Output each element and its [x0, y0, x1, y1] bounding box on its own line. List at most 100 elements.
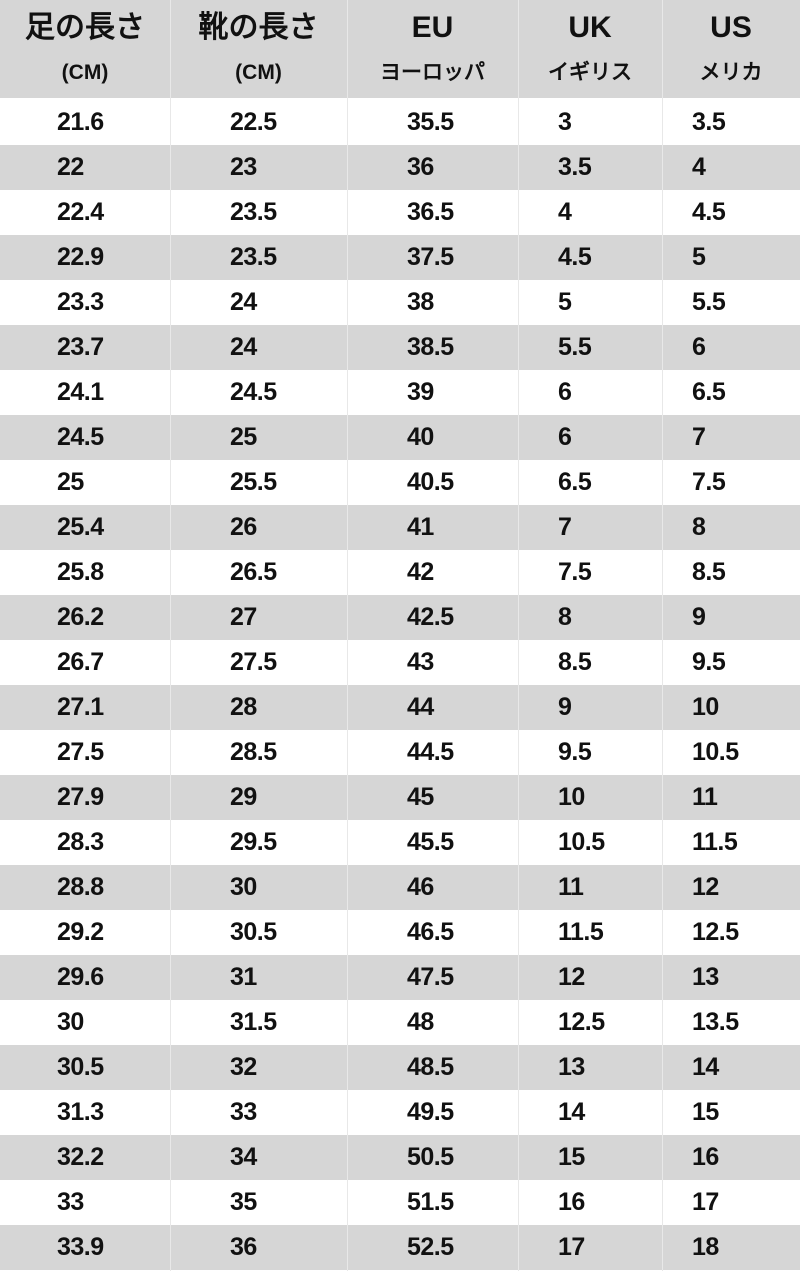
cell-foot-length: 21.6 [57, 108, 104, 136]
cell-uk-size: 10.5 [558, 828, 605, 856]
cell-foot-length: 30 [57, 1008, 84, 1036]
cell-us-size: 14 [692, 1053, 719, 1081]
table-row: 22.9 23.5 37.5 4.5 5 [0, 235, 800, 280]
cell-us-size: 3.5 [692, 108, 726, 136]
cell-shoe-length: 27 [230, 603, 257, 631]
cell-us-size: 15 [692, 1098, 719, 1126]
cell-shoe-length: 25.5 [230, 468, 277, 496]
table-row: 32.2 34 50.5 15 16 [0, 1135, 800, 1180]
cell-us-size: 16 [692, 1143, 719, 1171]
cell-uk-size: 12 [558, 963, 585, 991]
column-divider [662, 0, 663, 1271]
cell-uk-size: 4.5 [558, 243, 592, 271]
table-row: 33.9 36 52.5 17 18 [0, 1225, 800, 1270]
cell-shoe-length: 32 [230, 1053, 257, 1081]
table-row: 28.8 30 46 11 12 [0, 865, 800, 910]
header-eu-size: EU [411, 11, 454, 44]
cell-foot-length: 25 [57, 468, 84, 496]
table-row: 31.3 33 49.5 14 15 [0, 1090, 800, 1135]
cell-foot-length: 28.8 [57, 873, 104, 901]
cell-eu-size: 46 [407, 873, 434, 901]
header-uk-size: UK [568, 11, 612, 44]
cell-us-size: 7 [692, 423, 706, 451]
cell-eu-size: 48 [407, 1008, 434, 1036]
cell-foot-length: 24.1 [57, 378, 104, 406]
cell-foot-length: 27.5 [57, 738, 104, 766]
cell-eu-size: 41 [407, 513, 434, 541]
cell-shoe-length: 27.5 [230, 648, 277, 676]
cell-eu-size: 40 [407, 423, 434, 451]
cell-uk-size: 6.5 [558, 468, 592, 496]
cell-eu-size: 49.5 [407, 1098, 454, 1126]
header-us-size-sub: メリカ [699, 61, 763, 84]
cell-eu-size: 35.5 [407, 108, 454, 136]
cell-eu-size: 42.5 [407, 603, 454, 631]
cell-us-size: 8 [692, 513, 706, 541]
column-divider [347, 0, 348, 1271]
cell-uk-size: 6 [558, 378, 572, 406]
cell-eu-size: 36 [407, 153, 434, 181]
cell-eu-size: 50.5 [407, 1143, 454, 1171]
cell-us-size: 7.5 [692, 468, 726, 496]
cell-us-size: 5.5 [692, 288, 726, 316]
header-shoe-length: 靴の長さ [198, 11, 319, 44]
table-row: 25 25.5 40.5 6.5 7.5 [0, 460, 800, 505]
cell-us-size: 4.5 [692, 198, 726, 226]
table-row: 27.9 29 45 10 11 [0, 775, 800, 820]
cell-us-size: 17 [692, 1188, 719, 1216]
cell-foot-length: 25.4 [57, 513, 104, 541]
cell-foot-length: 22.4 [57, 198, 104, 226]
table-row: 24.1 24.5 39 6 6.5 [0, 370, 800, 415]
cell-shoe-length: 23.5 [230, 198, 277, 226]
table-row: 33 35 51.5 16 17 [0, 1180, 800, 1225]
cell-eu-size: 47.5 [407, 963, 454, 991]
cell-us-size: 5 [692, 243, 706, 271]
cell-foot-length: 32.2 [57, 1143, 104, 1171]
cell-foot-length: 29.6 [57, 963, 104, 991]
cell-shoe-length: 34 [230, 1143, 257, 1171]
table-row: 22 23 36 3.5 4 [0, 145, 800, 190]
cell-uk-size: 4 [558, 198, 572, 226]
header-shoe-length-sub: (CM) [235, 61, 282, 84]
cell-foot-length: 22 [57, 153, 84, 181]
cell-shoe-length: 26.5 [230, 558, 277, 586]
cell-uk-size: 11.5 [558, 918, 604, 946]
header-uk-size-sub: イギリス [548, 61, 632, 84]
cell-uk-size: 10 [558, 783, 585, 811]
table-row: 30.5 32 48.5 13 14 [0, 1045, 800, 1090]
table-row: 27.5 28.5 44.5 9.5 10.5 [0, 730, 800, 775]
cell-shoe-length: 22.5 [230, 108, 277, 136]
cell-us-size: 6 [692, 333, 706, 361]
cell-eu-size: 38.5 [407, 333, 454, 361]
cell-us-size: 9 [692, 603, 706, 631]
cell-uk-size: 9 [558, 693, 572, 721]
cell-foot-length: 30.5 [57, 1053, 104, 1081]
cell-us-size: 13 [692, 963, 719, 991]
cell-uk-size: 8.5 [558, 648, 592, 676]
table-row: 25.4 26 41 7 8 [0, 505, 800, 550]
cell-foot-length: 24.5 [57, 423, 104, 451]
cell-eu-size: 38 [407, 288, 434, 316]
cell-eu-size: 46.5 [407, 918, 454, 946]
cell-us-size: 10.5 [692, 738, 739, 766]
header-foot-length-sub: (CM) [61, 61, 109, 84]
cell-uk-size: 13 [558, 1053, 585, 1081]
cell-shoe-length: 35 [230, 1188, 257, 1216]
cell-foot-length: 25.8 [57, 558, 104, 586]
table-row: 22.4 23.5 36.5 4 4.5 [0, 190, 800, 235]
cell-eu-size: 40.5 [407, 468, 454, 496]
cell-shoe-length: 26 [230, 513, 257, 541]
cell-foot-length: 33 [57, 1188, 84, 1216]
cell-foot-length: 33.9 [57, 1233, 104, 1261]
header-foot-length: 足の長さ [25, 11, 145, 44]
cell-uk-size: 7 [558, 513, 572, 541]
cell-eu-size: 43 [407, 648, 434, 676]
cell-shoe-length: 24 [230, 333, 257, 361]
cell-foot-length: 31.3 [57, 1098, 104, 1126]
header-eu-size-sub: ヨーロッパ [380, 61, 485, 84]
cell-foot-length: 22.9 [57, 243, 104, 271]
cell-eu-size: 39 [407, 378, 434, 406]
cell-foot-length: 29.2 [57, 918, 104, 946]
cell-shoe-length: 24 [230, 288, 257, 316]
